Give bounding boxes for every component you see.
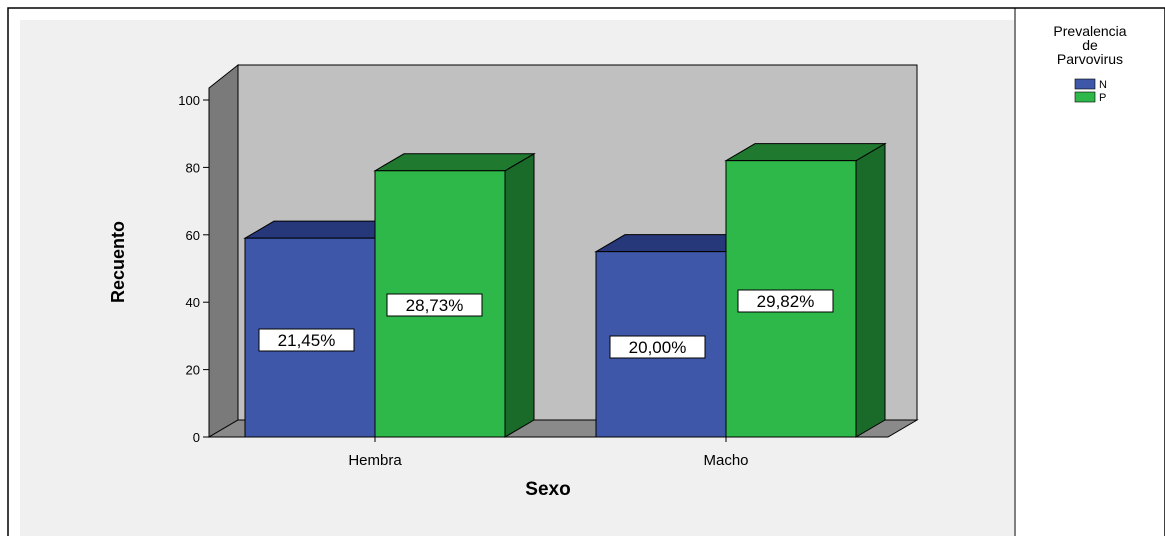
- legend-title-line-2: de: [1082, 37, 1098, 53]
- y-tick-label: 60: [186, 228, 200, 243]
- y-tick-label: 80: [186, 160, 200, 175]
- data-label-n-macho: 20,00%: [629, 338, 687, 357]
- y-axis-title: Recuento: [108, 221, 128, 303]
- bar-top-p-hembra: [373, 153, 536, 172]
- data-label-box-p-macho: [737, 289, 834, 313]
- y-tick-label: 0: [193, 430, 200, 445]
- legend-title-line-1: Prevalencia: [1053, 23, 1126, 39]
- data-label-n-hembra: 21,45%: [278, 331, 336, 350]
- x-category-label-macho: Macho: [703, 452, 748, 469]
- x-category-label-hembra: Hembra: [348, 452, 402, 469]
- y-tick-label: 100: [178, 93, 200, 108]
- bar-side-p-macho: [855, 142, 886, 438]
- data-label-p-macho: 29,82%: [757, 292, 815, 311]
- data-label-box-p-hembra: [386, 293, 483, 317]
- legend: Prevalencia de Parvovirus N P: [1053, 23, 1126, 104]
- legend-title-line-3: Parvovirus: [1057, 51, 1123, 67]
- legend-swatch-n: [1074, 78, 1096, 90]
- data-label-p-hembra: 28,73%: [406, 296, 464, 315]
- data-label-box-n-macho: [609, 335, 706, 359]
- bar-side-p-hembra: [504, 152, 535, 438]
- x-axis-title: Sexo: [525, 479, 570, 500]
- legend-label-n: N: [1099, 79, 1107, 91]
- y-tick-label: 20: [186, 363, 200, 378]
- bar-top-p-macho: [724, 143, 887, 162]
- data-label-box-n-hembra: [258, 328, 355, 352]
- legend-swatch-p: [1074, 91, 1096, 103]
- left-wall: [208, 63, 239, 438]
- legend-label-p: P: [1099, 92, 1106, 104]
- y-tick-label: 40: [186, 295, 200, 310]
